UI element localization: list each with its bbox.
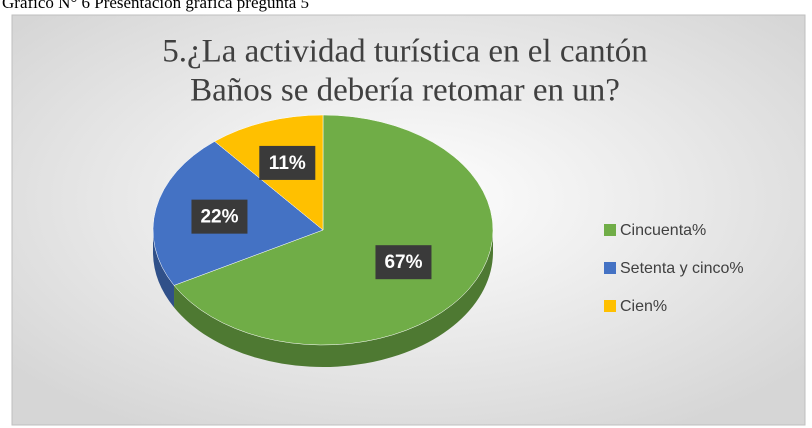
legend-label: Setenta y cinco% <box>620 260 744 277</box>
legend-label: Cincuenta% <box>620 222 706 239</box>
caption: Gráfico N° 6 Presentación gráfica pregun… <box>2 0 309 12</box>
legend-label: Cien% <box>620 298 667 315</box>
pie-side <box>153 230 175 308</box>
data-label-box <box>259 145 316 180</box>
data-label: 11% <box>269 153 306 174</box>
legend-swatch <box>604 300 616 312</box>
data-label-box <box>191 199 248 234</box>
chart-title: 5.¿La actividad turística en el cantón <box>162 34 648 70</box>
data-label-box <box>375 245 432 280</box>
chart-title: Baños se debería retomar en un? <box>190 73 620 109</box>
pie-side <box>174 230 493 367</box>
legend-swatch <box>604 224 616 236</box>
pie-slice <box>173 114 494 346</box>
data-label: 22% <box>200 207 238 228</box>
legend-swatch <box>604 262 616 274</box>
data-label: 67% <box>384 252 422 273</box>
